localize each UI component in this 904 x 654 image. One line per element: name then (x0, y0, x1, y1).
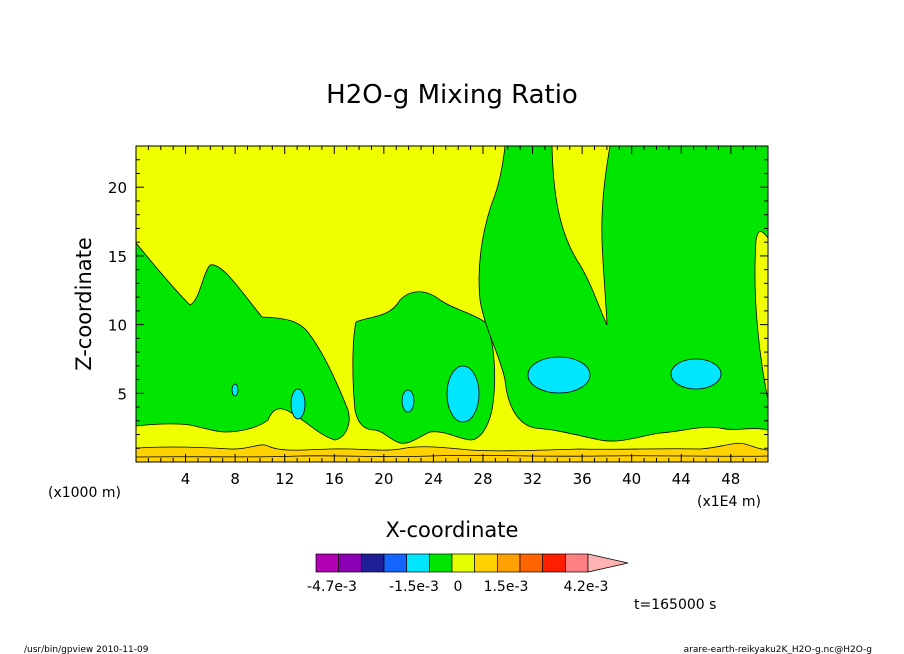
cyan-cell-2 (290, 388, 306, 420)
y-tick-label: 20 (108, 179, 127, 197)
y-tick-label: 15 (108, 248, 127, 266)
cyan-cell-1 (231, 383, 239, 397)
colorbar-label: -4.7e-3 (307, 579, 357, 595)
plot-frame (135, 145, 769, 463)
x-tick-label: 48 (721, 470, 740, 488)
footer-left: /usr/bin/gpview 2010-11-09 (24, 645, 149, 654)
y-tick-marks: 5 10 15 20 (108, 159, 768, 449)
cyan-cell-4 (446, 365, 480, 423)
colorbar-label: 0 (454, 579, 463, 595)
colorbar-swatch (564, 553, 589, 573)
colorbar-arrow (587, 553, 629, 573)
y-tick-label: 10 (108, 317, 127, 335)
x-unit-right: (x1E4 m) (697, 494, 761, 510)
x-tick-label: 12 (275, 470, 294, 488)
colorbar-swatch (542, 553, 566, 573)
x-tick-label: 4 (181, 470, 191, 488)
band-bottom-line (136, 454, 768, 458)
colorbar-swatch (338, 553, 362, 573)
chart-title: H2O-g Mixing Ratio (326, 80, 578, 110)
colorbar-label: 4.2e-3 (564, 579, 609, 595)
colorbar-swatch (474, 553, 498, 573)
x-tick-label: 8 (230, 470, 240, 488)
cyan-cell-6 (670, 358, 722, 390)
footer-right: arare-earth-reikyaku2K_H2O-g.nc@H2O-g (684, 645, 872, 654)
x-unit-left: (x1000 m) (48, 485, 121, 501)
colorbar-swatch (383, 553, 408, 573)
colorbar-swatch (496, 553, 521, 573)
x-tick-label: 36 (573, 470, 592, 488)
colorbar: -4.7e-3 -1.5e-3 0 1.5e-3 4.2e-3 (307, 553, 629, 595)
x-tick-label: 16 (325, 470, 344, 488)
colorbar-swatch (519, 553, 544, 573)
x-tick-label: 28 (473, 470, 492, 488)
colorbar-label: 1.5e-3 (484, 579, 529, 595)
y-axis-label: Z-coordinate (72, 237, 96, 371)
x-tick-label: 20 (374, 470, 393, 488)
band-bottom (136, 442, 768, 462)
x-tick-label: 40 (622, 470, 641, 488)
moist-region-right (478, 146, 768, 442)
x-tick-label: 32 (523, 470, 542, 488)
cyan-cell-3 (401, 389, 415, 413)
colorbar-swatch (451, 553, 476, 573)
x-axis-label: X-coordinate (386, 518, 519, 542)
colorbar-swatch (428, 553, 453, 573)
colorbar-swatch (315, 553, 340, 573)
y-tick-label: 5 (117, 385, 127, 403)
x-tick-marks: 4 8 12 16 20 24 28 32 36 40 44 48 (147, 146, 769, 488)
colorbar-swatch (406, 553, 430, 573)
time-label: t=165000 s (634, 597, 716, 613)
colorbar-label: -1.5e-3 (389, 579, 439, 595)
colorbar-swatch (360, 553, 385, 573)
x-tick-label: 44 (672, 470, 691, 488)
cyan-cell-5 (527, 356, 591, 394)
x-tick-label: 24 (424, 470, 443, 488)
